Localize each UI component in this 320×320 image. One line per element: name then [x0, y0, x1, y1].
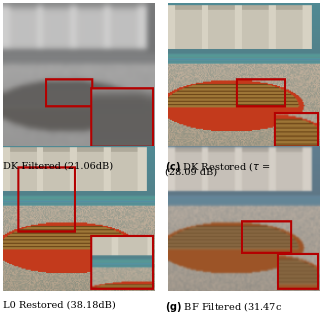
Text: $\mathbf{(c)}$ DK Restored ($\tau$ =: $\mathbf{(c)}$ DK Restored ($\tau$ = — [165, 160, 270, 174]
Text: L0 Restored (38.18dB): L0 Restored (38.18dB) — [3, 300, 116, 309]
Text: DK Filtered (21.06dB): DK Filtered (21.06dB) — [3, 162, 113, 171]
Text: (28.09 dB): (28.09 dB) — [165, 167, 217, 176]
Text: $\mathbf{(g)}$ BF Filtered (31.47c: $\mathbf{(g)}$ BF Filtered (31.47c — [165, 300, 282, 314]
